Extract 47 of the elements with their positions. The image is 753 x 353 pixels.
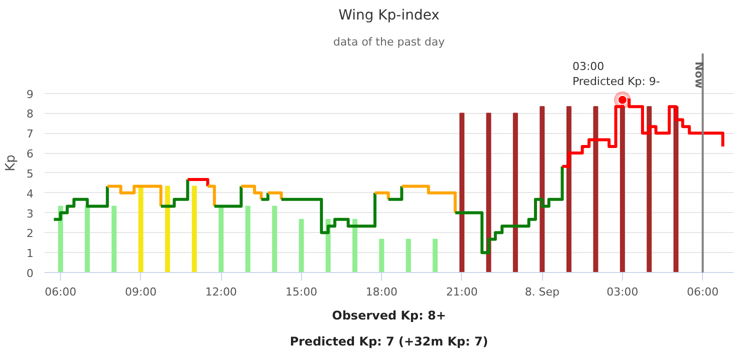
bar bbox=[165, 186, 170, 272]
bar bbox=[432, 238, 438, 272]
y-tick-label: 6 bbox=[26, 148, 34, 161]
y-tick-label: 0 bbox=[26, 267, 34, 280]
y-tick-label: 1 bbox=[26, 247, 34, 260]
bar bbox=[566, 106, 572, 272]
bar bbox=[540, 106, 545, 272]
x-tick-label: 15:00 bbox=[286, 286, 318, 298]
y-tick-label: 2 bbox=[26, 227, 34, 240]
annotation: 03:00 Predicted Kp: 9- bbox=[572, 60, 660, 88]
bar bbox=[352, 218, 358, 272]
bar bbox=[192, 186, 197, 272]
x-tick-label: 18:00 bbox=[366, 286, 398, 298]
text: Observed Kp: 8+ bbox=[332, 308, 446, 322]
bar bbox=[673, 106, 678, 272]
bar bbox=[486, 112, 492, 272]
x-tick-label: 12:00 bbox=[205, 286, 237, 298]
x-tick-label: 06:00 bbox=[44, 286, 76, 298]
bar bbox=[406, 238, 411, 272]
bar bbox=[379, 238, 384, 272]
y-tick-label: 9 bbox=[26, 88, 34, 101]
x-tick-label: 8. Sep bbox=[524, 286, 560, 298]
chart-title: Wing Kp-index bbox=[338, 8, 440, 24]
bar bbox=[112, 206, 117, 272]
bar bbox=[245, 206, 250, 272]
bar bbox=[512, 112, 518, 272]
bar bbox=[593, 106, 598, 272]
chart-subtitle: data of the past day bbox=[333, 36, 446, 48]
bar bbox=[298, 218, 304, 272]
ref-line-label: Now bbox=[692, 62, 706, 88]
y-tick-label: 7 bbox=[26, 128, 34, 141]
y-tick-label: 3 bbox=[26, 207, 34, 220]
y-tick-label: 8 bbox=[26, 108, 34, 121]
y-tick-label: 4 bbox=[26, 187, 34, 200]
bar bbox=[218, 206, 224, 272]
x-tick-label: 21:00 bbox=[446, 286, 478, 298]
y-axis-title: Kp bbox=[4, 154, 18, 172]
x-tick-label: 03:00 bbox=[606, 286, 638, 298]
bar bbox=[459, 112, 464, 272]
bar bbox=[84, 206, 90, 272]
x-tick-label: 06:00 bbox=[686, 286, 719, 298]
bar bbox=[138, 186, 144, 272]
bar bbox=[646, 106, 652, 272]
y-tick-label: 5 bbox=[26, 167, 34, 180]
text: Predicted Kp: 7 (+32m Kp: 7) bbox=[290, 334, 488, 348]
bar bbox=[272, 206, 278, 272]
x-tick-label: 09:00 bbox=[124, 286, 157, 298]
